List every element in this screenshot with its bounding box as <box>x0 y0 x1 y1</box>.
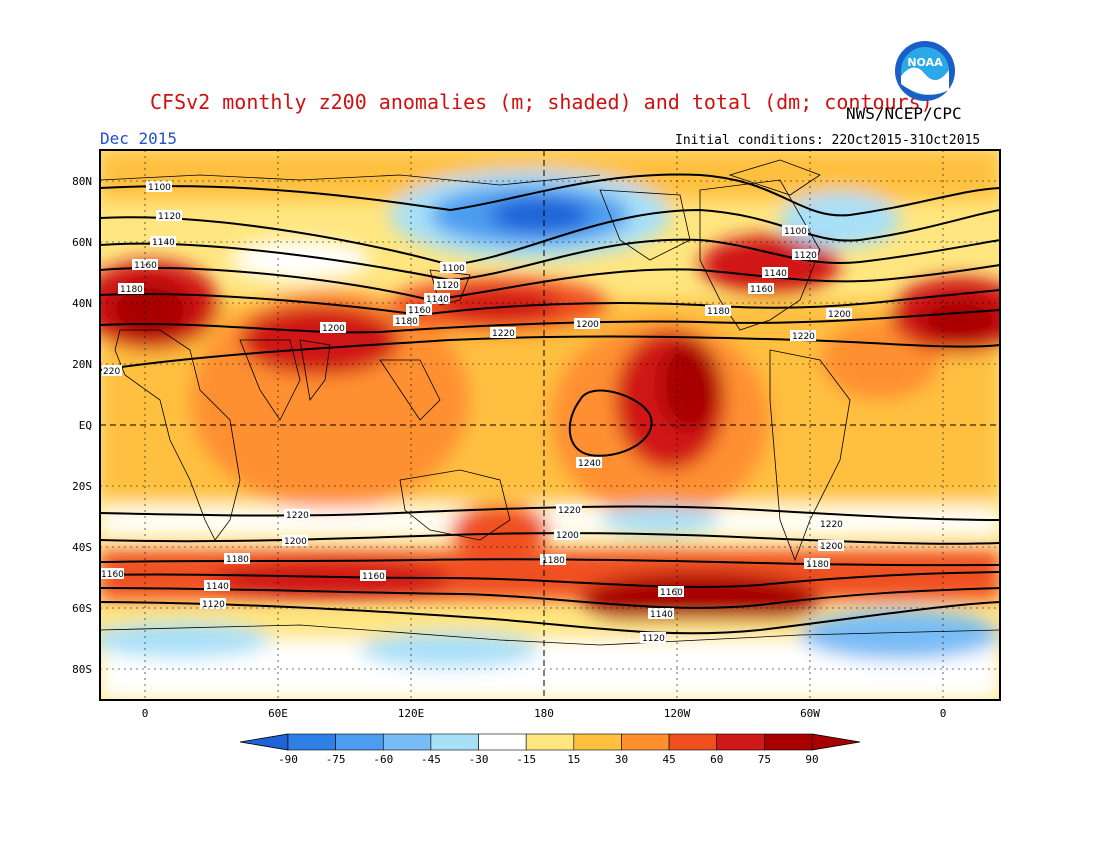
colorbar-cell <box>430 733 479 751</box>
colorbar-cell <box>573 733 622 751</box>
initial-conditions-label: Initial conditions: 22Oct2015-31Oct2015 <box>675 133 981 148</box>
contour-label: 1180 <box>395 317 418 327</box>
contour-label: 1120 <box>642 634 665 644</box>
colorbar-cell <box>525 733 575 751</box>
lat-label: EQ <box>79 419 92 432</box>
contour-label: 1160 <box>750 285 773 295</box>
contour-label: 1200 <box>556 531 579 541</box>
colorbar-tick-label: 75 <box>758 753 771 766</box>
map-title: CFSv2 monthly z200 anomalies (m; shaded)… <box>150 90 933 114</box>
colorbar-left-arrow <box>239 733 289 751</box>
contour-label: 1180 <box>542 556 565 566</box>
contour-label: 1220 <box>286 511 309 521</box>
lat-label: 20N <box>72 358 92 371</box>
lat-label: 40N <box>72 297 92 310</box>
lon-label: 120E <box>398 707 425 720</box>
colorbar-tick-label: 90 <box>805 753 818 766</box>
noaa-logo-icon: NOAA <box>895 41 955 101</box>
contour-label: 1120 <box>158 212 181 222</box>
lon-label: 0 <box>142 707 149 720</box>
organization-label: NWS/NCEP/CPC <box>846 104 962 123</box>
anomaly-shading: 1100 1120 1140 1160 1180 1200 1220 1100 … <box>100 150 1000 700</box>
contour-label: 1240 <box>578 459 601 469</box>
contour-label: 1140 <box>426 295 449 305</box>
contour-label: 1200 <box>576 320 599 330</box>
colorbar-cell <box>335 733 384 751</box>
contour-label: 1160 <box>134 261 157 271</box>
svg-text:NOAA: NOAA <box>907 56 943 69</box>
contour-label: 1120 <box>794 251 817 261</box>
contour-label: 1160 <box>660 588 683 598</box>
colorbar-tick-label: -15 <box>516 753 536 766</box>
contour-label: 1140 <box>650 610 673 620</box>
contour-label: 1180 <box>120 285 143 295</box>
contour-label: 1180 <box>707 307 730 317</box>
colorbar-tick-label: -75 <box>326 753 346 766</box>
colorbar-right-arrow <box>811 733 861 751</box>
forecast-month: Dec 2015 <box>100 129 178 148</box>
contour-label: 1200 <box>828 310 851 320</box>
colorbar: -90 -75 -60 -45 -30 -15 15 30 45 60 75 90 <box>239 733 861 766</box>
coastlines <box>100 159 1000 646</box>
contour-label: 1200 <box>820 542 843 552</box>
contour-label: 1160 <box>362 572 385 582</box>
lon-label: 120W <box>664 707 691 720</box>
contour-label: 1160 <box>101 570 124 580</box>
lat-label: 40S <box>72 541 92 554</box>
latitude-labels: 80N 60N 40N 20N EQ 20S 40S 60S 80S <box>72 175 92 676</box>
colorbar-tick-label: -90 <box>278 753 298 766</box>
colorbar-cell <box>621 733 670 751</box>
colorbar-tick-label: 60 <box>710 753 723 766</box>
lat-label: 60N <box>72 236 92 249</box>
contour-label: 1220 <box>792 332 815 342</box>
contour-label: 1120 <box>202 600 225 610</box>
contour-label: 1180 <box>806 560 829 570</box>
contour-label: 1220 <box>820 520 843 530</box>
contour-label: 1220 <box>492 329 515 339</box>
contour-label: 220 <box>103 367 120 377</box>
colorbar-tick-label: -60 <box>373 753 393 766</box>
contour-label-group: 1100 1120 1140 1160 1180 1200 1220 1100 … <box>100 181 852 644</box>
lon-label: 60W <box>800 707 820 720</box>
lon-label: 60E <box>268 707 288 720</box>
longitude-labels: 0 60E 120E 180 120W 60W 0 <box>142 707 947 720</box>
colorbar-tick-label: 45 <box>662 753 675 766</box>
colorbar-cell <box>287 733 336 751</box>
contour-label: 1140 <box>764 269 787 279</box>
contour-label: 1200 <box>284 537 307 547</box>
colorbar-cell <box>478 733 527 751</box>
colorbar-tick-label: 15 <box>567 753 580 766</box>
lon-label: 0 <box>940 707 947 720</box>
contour-label: 1180 <box>226 555 249 565</box>
contour-label: 1140 <box>206 582 229 592</box>
lat-label: 60S <box>72 602 92 615</box>
lat-label: 80N <box>72 175 92 188</box>
contour-label: 1120 <box>436 281 459 291</box>
contour-label: 1100 <box>148 183 171 193</box>
colorbar-tick-label: -45 <box>421 753 441 766</box>
contour-label: 1160 <box>408 306 431 316</box>
colorbar-cell <box>668 733 718 751</box>
lon-label: 180 <box>534 707 554 720</box>
lat-label: 80S <box>72 663 92 676</box>
colorbar-tick-label: -30 <box>469 753 489 766</box>
colorbar-cell <box>764 733 813 751</box>
map-frame <box>99 149 1001 701</box>
contour-label: 1200 <box>322 324 345 334</box>
colorbar-tick-label: 30 <box>615 753 628 766</box>
gridlines <box>100 150 1000 700</box>
lat-label: 20S <box>72 480 92 493</box>
equator-dateline <box>100 150 1000 700</box>
contour-label: 1100 <box>442 264 465 274</box>
colorbar-cell <box>382 733 432 751</box>
colorbar-cell <box>716 733 765 751</box>
contour-label: 1140 <box>152 238 175 248</box>
contour-label: 1220 <box>558 506 581 516</box>
contour-label: 1100 <box>784 227 807 237</box>
